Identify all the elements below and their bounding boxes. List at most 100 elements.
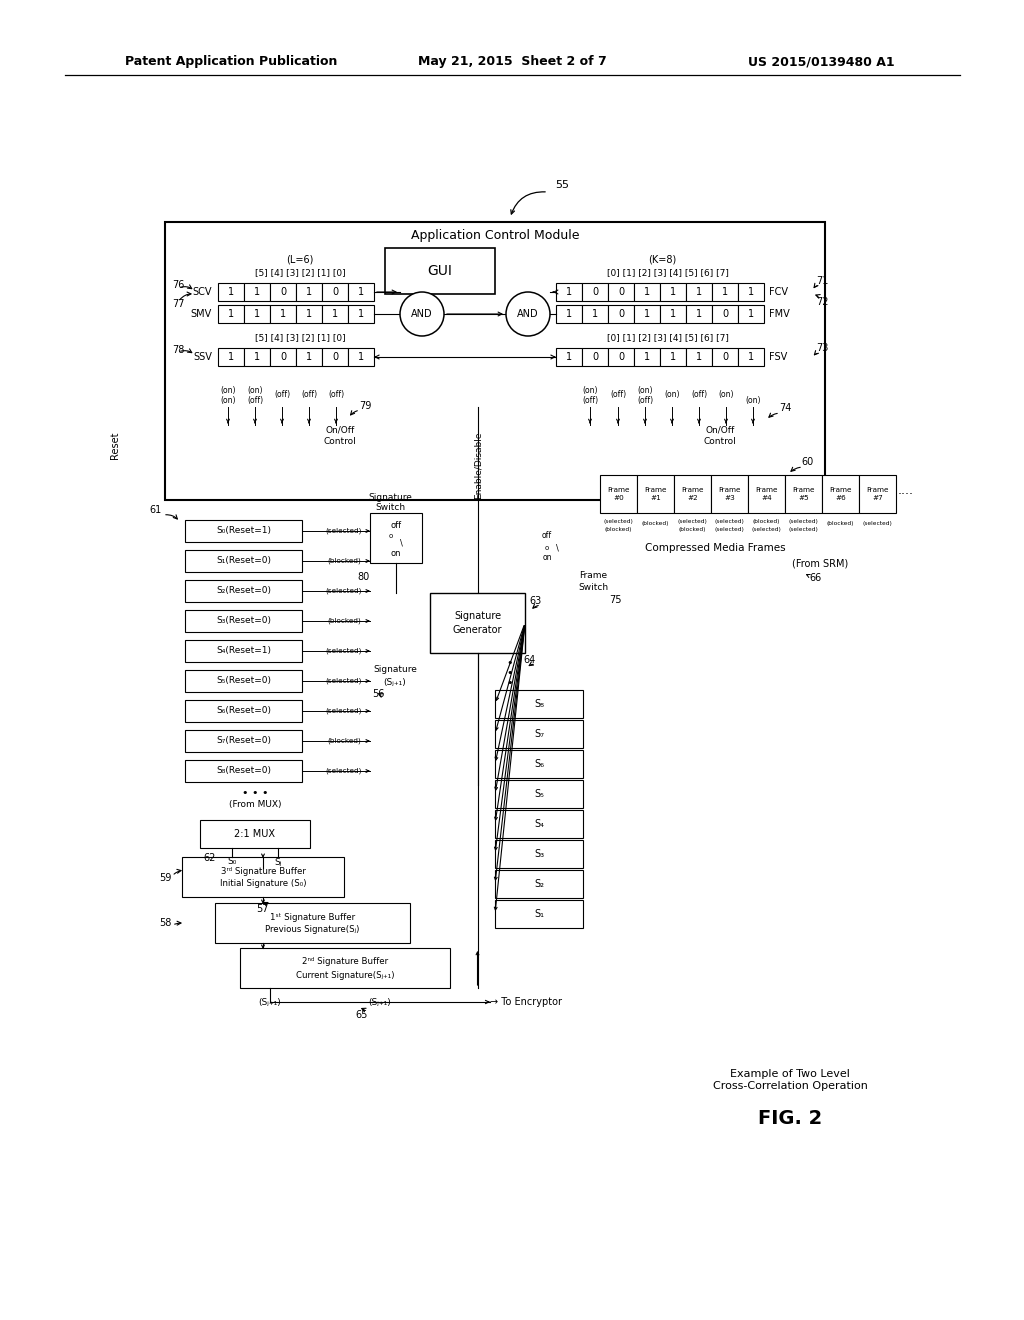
Text: Control: Control [324,437,356,446]
Text: 0: 0 [332,352,338,362]
Text: (selected): (selected) [788,519,818,524]
Text: On/Off: On/Off [326,425,354,434]
FancyArrowPatch shape [179,292,191,300]
Text: ....: .... [898,484,914,498]
Text: (blocked): (blocked) [327,558,360,564]
Circle shape [506,292,550,337]
Text: (blocked): (blocked) [605,528,632,532]
Bar [712,305,738,323]
Text: 1: 1 [566,309,572,319]
Text: 1: 1 [358,286,365,297]
Text: 1: 1 [748,286,754,297]
Text: (blocked): (blocked) [753,519,780,524]
Text: (selected): (selected) [326,708,362,714]
Text: Signature: Signature [368,492,412,502]
Bar [608,305,634,323]
Text: 65: 65 [355,1010,369,1020]
Text: S₂(Reset=0): S₂(Reset=0) [216,586,271,595]
Text: S₃(Reset=0): S₃(Reset=0) [216,616,271,626]
Text: S₈: S₈ [534,700,544,709]
Text: 71: 71 [816,276,828,286]
FancyArrowPatch shape [361,1008,366,1012]
Text: S₀(Reset=1): S₀(Reset=1) [216,527,271,536]
Text: S₀: S₀ [227,858,237,866]
Text: 61: 61 [148,506,161,515]
Text: [5] [4] [3] [2] [1] [0]: [5] [4] [3] [2] [1] [0] [255,334,345,342]
Bar [296,282,322,301]
Bar [495,719,583,748]
Text: (From MUX): (From MUX) [228,800,282,809]
Text: 1ˢᵗ Signature Buffer: 1ˢᵗ Signature Buffer [270,912,355,921]
Text: US 2015/0139480 A1: US 2015/0139480 A1 [749,55,895,69]
FancyArrowPatch shape [174,870,181,874]
Bar [674,475,711,513]
FancyArrowPatch shape [511,191,545,214]
Bar [608,282,634,301]
Text: (off): (off) [274,391,290,400]
Text: 75: 75 [608,595,622,605]
Circle shape [400,292,444,337]
Text: On/Off: On/Off [706,425,734,434]
Text: 1: 1 [644,309,650,319]
Text: 55: 55 [555,180,569,190]
Text: 1: 1 [696,352,702,362]
Text: 63: 63 [528,597,541,606]
Text: S₇(Reset=0): S₇(Reset=0) [216,737,271,746]
Text: 1: 1 [358,352,365,362]
Text: 1: 1 [332,309,338,319]
FancyArrowPatch shape [180,348,191,352]
Text: GUI: GUI [428,264,453,279]
Text: [0] [1] [2] [3] [4] [5] [6] [7]: [0] [1] [2] [3] [4] [5] [6] [7] [607,334,729,342]
FancyArrowPatch shape [379,694,383,697]
Text: S₂: S₂ [534,879,544,888]
Text: (on): (on) [665,391,680,400]
Text: (blocked): (blocked) [327,738,360,744]
Text: 1: 1 [306,352,312,362]
Text: 1: 1 [748,309,754,319]
Bar [218,348,244,366]
Text: 1: 1 [306,309,312,319]
Text: 0: 0 [280,352,286,362]
Bar [185,550,302,572]
Bar [738,282,764,301]
Bar [738,348,764,366]
Bar [738,305,764,323]
Bar [244,348,270,366]
Text: (Sⱼ₊₁): (Sⱼ₊₁) [259,998,282,1006]
Text: → To Encryptor: → To Encryptor [490,997,562,1007]
Text: (selected): (selected) [326,648,362,655]
Text: (off): (off) [247,396,263,404]
Text: off: off [390,520,401,529]
Text: (blocked): (blocked) [327,618,360,624]
Bar [218,282,244,301]
Text: Previous Signature(Sⱼ): Previous Signature(Sⱼ) [265,925,359,935]
Bar [185,610,302,632]
Text: Application Control Module: Application Control Module [411,230,580,243]
Bar [240,948,450,987]
Bar [322,282,348,301]
Bar [822,475,859,513]
Bar [385,248,495,294]
Bar [748,475,785,513]
Text: Frame: Frame [579,570,607,579]
Text: 1: 1 [228,286,234,297]
Text: (selected): (selected) [603,519,634,524]
Text: AND: AND [517,309,539,319]
Text: 1: 1 [644,286,650,297]
Text: 56: 56 [372,689,384,700]
Bar [322,348,348,366]
Bar [686,282,712,301]
Text: on: on [391,549,401,557]
Text: (on): (on) [745,396,761,404]
Text: S₄(Reset=1): S₄(Reset=1) [216,647,271,656]
Text: Frame
#6: Frame #6 [829,487,852,500]
Text: S₆(Reset=0): S₆(Reset=0) [216,706,271,715]
Text: 58: 58 [159,917,171,928]
Text: 1: 1 [306,286,312,297]
Text: Switch: Switch [578,582,608,591]
Text: 0: 0 [280,286,286,297]
FancyArrowPatch shape [264,903,268,906]
Text: (selected): (selected) [752,528,781,532]
Text: (off): (off) [691,391,707,400]
Text: \: \ [399,539,402,548]
